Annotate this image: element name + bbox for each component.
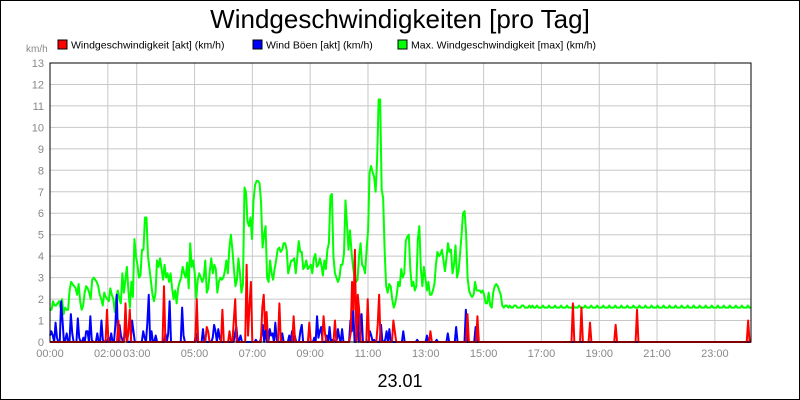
y-tick-label: 6 bbox=[38, 208, 44, 220]
plot-area bbox=[49, 62, 752, 343]
x-tick-label: 09:00 bbox=[296, 348, 324, 360]
chart-title: Windgeschwindigkeiten [pro Tag] bbox=[210, 4, 590, 34]
legend: Windgeschwindigkeit [akt] (km/h) Wind Böe… bbox=[57, 39, 596, 52]
series-line-3 bbox=[50, 98, 751, 316]
y-tick-label: 0 bbox=[38, 337, 44, 349]
x-axis-ticks: 00:00 02:00 03:00 05:00 07:00 09:00 11:00 13:00… bbox=[36, 348, 728, 360]
y-tick-label: 11 bbox=[33, 101, 44, 113]
y-tick-label: 12 bbox=[32, 79, 44, 91]
legend-swatch bbox=[397, 39, 408, 50]
x-tick-label: 11:00 bbox=[355, 348, 382, 360]
x-tick-label: 07:00 bbox=[239, 348, 267, 360]
x-tick-label: 05:00 bbox=[181, 348, 209, 360]
legend-label: Windgeschwindigkeit [akt] (km/h) bbox=[71, 40, 224, 52]
x-tick-label: 13:00 bbox=[412, 348, 440, 360]
y-tick-label: 2 bbox=[38, 294, 44, 306]
legend-label: Max. Windgeschwindigkeit [max] (km/h) bbox=[411, 40, 596, 52]
y-tick-label: 4 bbox=[38, 251, 44, 263]
series-line-2 bbox=[49, 293, 751, 343]
series-group bbox=[49, 98, 751, 343]
x-tick-label: 19:00 bbox=[585, 348, 613, 360]
y-tick-label: 5 bbox=[38, 230, 44, 242]
y-tick-label: 8 bbox=[38, 165, 44, 177]
y-axis-unit-label: km/h bbox=[26, 44, 48, 55]
legend-label: Wind Böen [akt] (km/h) bbox=[266, 40, 373, 52]
x-tick-label: 03:00 bbox=[123, 348, 151, 360]
y-tick-label: 7 bbox=[38, 187, 44, 199]
y-tick-label: 3 bbox=[38, 273, 44, 285]
legend-swatch bbox=[57, 39, 68, 50]
x-tick-label: 23:00 bbox=[701, 348, 729, 360]
y-tick-label: 9 bbox=[38, 144, 44, 156]
x-tick-label: 17:00 bbox=[528, 348, 556, 360]
x-tick-label: 02:00 bbox=[94, 348, 122, 360]
y-tick-label: 13 bbox=[32, 58, 44, 70]
y-tick-label: 10 bbox=[32, 122, 44, 134]
x-tick-label: 21:00 bbox=[643, 348, 671, 360]
x-tick-label: 15:00 bbox=[470, 348, 498, 360]
y-tick-label: 1 bbox=[38, 316, 44, 328]
x-axis-date-label: 23.01 bbox=[377, 371, 422, 391]
legend-swatch bbox=[252, 39, 263, 50]
x-tick-label: 00:00 bbox=[36, 348, 64, 360]
